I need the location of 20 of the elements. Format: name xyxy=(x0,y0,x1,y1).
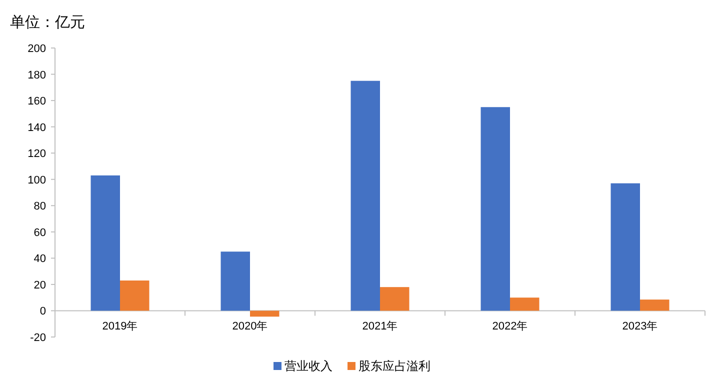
y-tick-label: -20 xyxy=(30,332,46,344)
y-tick-label: 40 xyxy=(34,253,46,266)
x-tick-label: 2023年 xyxy=(622,320,658,333)
y-tick-label: 200 xyxy=(28,43,46,55)
legend-label: 股东应占溢利 xyxy=(358,359,430,373)
y-tick-label: 120 xyxy=(28,148,46,160)
x-tick-label: 2019年 xyxy=(102,320,138,333)
x-tick-label: 2020年 xyxy=(232,320,268,333)
y-tick-label: 180 xyxy=(28,69,46,82)
x-tick-label: 2021年 xyxy=(362,320,398,333)
y-tick-label: 0 xyxy=(40,306,46,318)
y-tick-label: 60 xyxy=(34,226,46,239)
chart-title: 单位：亿元 xyxy=(10,14,85,31)
y-tick-label: 100 xyxy=(28,174,46,186)
y-tick-label: 80 xyxy=(34,200,46,213)
y-tick-label: 20 xyxy=(34,279,46,292)
x-tick-label: 2022年 xyxy=(492,320,528,333)
y-tick-label: 160 xyxy=(28,96,46,108)
legend-label: 营业收入 xyxy=(284,359,332,373)
y-tick-label: 140 xyxy=(28,122,46,134)
